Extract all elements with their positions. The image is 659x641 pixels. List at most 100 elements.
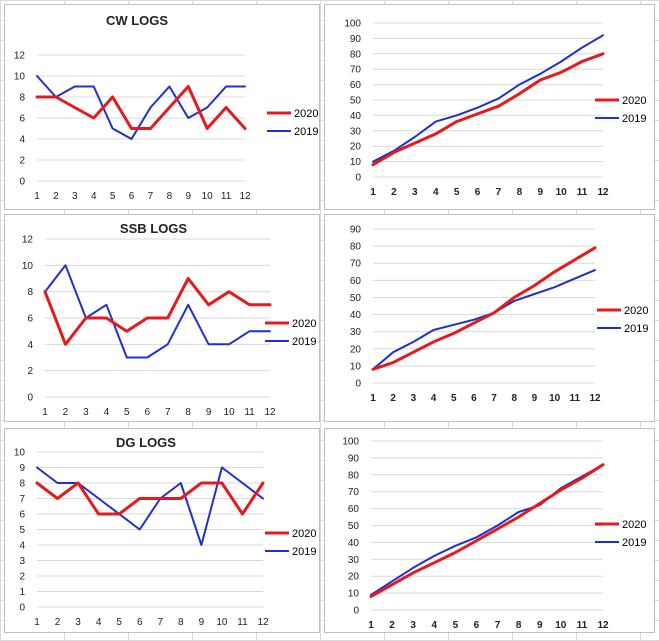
legend-label-2020: 2020 [292, 318, 316, 330]
y-tick-label: 6 [19, 510, 25, 521]
x-tick-label: 11 [577, 620, 588, 631]
x-tick-label: 3 [83, 407, 89, 418]
y-tick-label: 2 [19, 572, 25, 583]
x-tick-label: 1 [34, 617, 40, 628]
y-tick-label: 7 [19, 494, 25, 505]
y-tick-label: 80 [348, 470, 360, 481]
y-tick-label: 10 [22, 261, 34, 272]
y-tick-label: 40 [350, 310, 362, 321]
y-tick-label: 30 [348, 555, 360, 566]
x-tick-label: 9 [532, 393, 538, 404]
chart-panel-ssb-monthly: SSB LOGS 0 2 4 6 8 10 12 1 2 3 4 5 6 7 8 9 10 11 12 2020 2019 [4, 214, 320, 422]
y-tick-label: 12 [14, 51, 26, 62]
x-tick-label: 11 [221, 191, 232, 202]
x-tick-label: 11 [237, 617, 248, 628]
y-tick-label: 70 [348, 487, 360, 498]
series-line-2019 [36, 466, 264, 546]
series-line-2020 [35, 481, 265, 516]
x-tick-label: 12 [264, 407, 276, 418]
y-tick-label: 80 [350, 242, 362, 253]
y-tick-label: 0 [19, 603, 25, 614]
chart-title: CW LOGS [106, 13, 168, 28]
series-line-2019 [36, 75, 246, 140]
x-tick-label: 2 [389, 620, 395, 631]
legend-label-2019: 2019 [622, 113, 646, 125]
series-line-2020 [371, 246, 597, 371]
series-line-2020 [35, 85, 247, 130]
x-tick-label: 6 [475, 187, 481, 198]
x-tick-label: 2 [63, 407, 69, 418]
chart-title: DG LOGS [116, 435, 176, 450]
y-tick-label: 50 [350, 96, 362, 107]
y-tick-label: 70 [350, 65, 362, 76]
x-tick-label: 4 [91, 191, 97, 202]
x-tick-label: 10 [224, 407, 236, 418]
y-tick-label: 50 [348, 521, 360, 532]
y-tick-label: 90 [350, 225, 362, 236]
y-tick-label: 12 [22, 235, 34, 246]
x-tick-label: 8 [185, 407, 191, 418]
y-tick-label: 4 [27, 340, 33, 351]
x-tick-label: 1 [370, 187, 376, 198]
x-tick-label: 7 [496, 187, 502, 198]
y-tick-label: 40 [350, 111, 362, 122]
x-tick-label: 7 [495, 620, 501, 631]
y-tick-label: 8 [19, 479, 25, 490]
y-tick-label: 4 [19, 541, 25, 552]
y-tick-label: 10 [350, 157, 362, 168]
x-tick-label: 1 [42, 407, 48, 418]
y-tick-label: 20 [348, 572, 360, 583]
x-tick-label: 12 [239, 191, 251, 202]
y-tick-label: 9 [19, 463, 25, 474]
x-tick-label: 2 [390, 393, 396, 404]
x-tick-label: 12 [597, 620, 609, 631]
y-tick-label: 60 [350, 80, 362, 91]
series-line-2020 [369, 463, 605, 598]
y-tick-label: 0 [27, 393, 33, 404]
x-tick-label: 11 [577, 187, 588, 198]
y-tick-label: 8 [19, 93, 25, 104]
x-tick-label: 8 [178, 617, 184, 628]
x-tick-label: 9 [199, 617, 205, 628]
x-tick-label: 7 [148, 191, 154, 202]
y-tick-label: 70 [350, 259, 362, 270]
x-tick-label: 4 [96, 617, 102, 628]
y-tick-label: 6 [27, 314, 33, 325]
x-tick-label: 7 [165, 407, 171, 418]
x-tick-label: 2 [53, 191, 59, 202]
x-tick-label: 1 [368, 620, 374, 631]
x-tick-label: 5 [116, 617, 122, 628]
x-tick-label: 11 [570, 393, 581, 404]
x-tick-label: 5 [124, 407, 130, 418]
x-tick-label: 8 [167, 191, 173, 202]
x-tick-label: 4 [431, 393, 437, 404]
x-tick-label: 5 [451, 393, 457, 404]
chart-panel-dg-cumulative: 0 10 20 30 40 50 60 70 80 90 100 1 2 3 4 5 6 7 8 9 10 11 12 202… [324, 428, 655, 633]
y-tick-label: 90 [348, 453, 360, 464]
x-tick-label: 10 [555, 620, 567, 631]
x-tick-label: 6 [474, 620, 480, 631]
x-tick-label: 8 [517, 187, 523, 198]
x-tick-label: 10 [549, 393, 561, 404]
x-tick-label: 11 [244, 407, 255, 418]
x-tick-label: 9 [537, 620, 543, 631]
x-tick-label: 12 [589, 393, 601, 404]
y-tick-label: 10 [14, 448, 26, 459]
x-tick-label: 12 [597, 187, 609, 198]
x-tick-label: 3 [410, 620, 416, 631]
series-line-2020 [43, 277, 272, 346]
y-tick-label: 10 [348, 589, 360, 600]
y-tick-label: 3 [19, 556, 25, 567]
y-tick-label: 2 [27, 366, 33, 377]
x-tick-label: 3 [411, 393, 417, 404]
legend-label-2019: 2019 [622, 537, 646, 549]
y-tick-label: 6 [19, 114, 25, 125]
x-tick-label: 9 [206, 407, 212, 418]
x-tick-label: 10 [216, 617, 228, 628]
y-tick-label: 0 [353, 606, 359, 617]
x-tick-label: 4 [104, 407, 110, 418]
